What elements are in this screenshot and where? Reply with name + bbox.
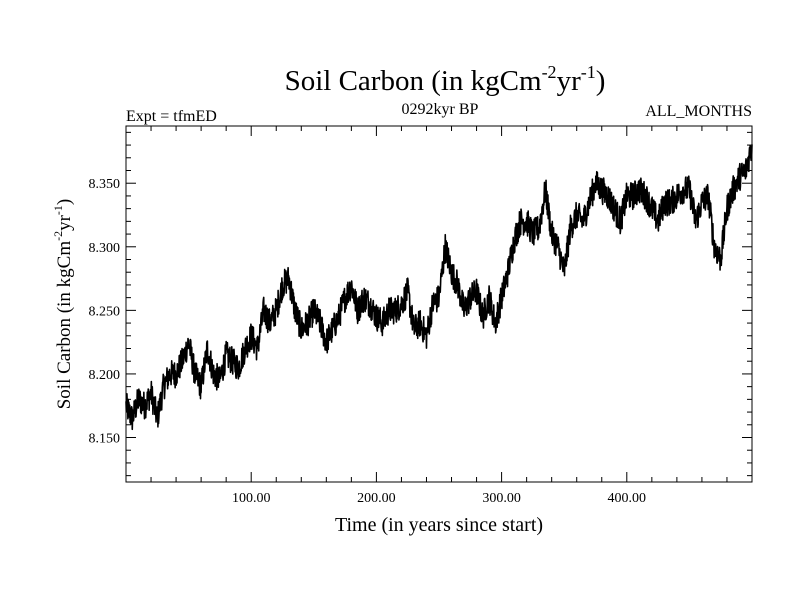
y-tick-label: 8.250 bbox=[89, 304, 121, 319]
x-tick-label: 200.00 bbox=[357, 491, 396, 506]
subtitle-right: ALL_MONTHS bbox=[645, 103, 752, 120]
y-tick-label: 8.300 bbox=[89, 241, 121, 256]
x-axis-label: Time (in years since start) bbox=[335, 514, 543, 536]
x-axis: 100.00 200.00 300.00 400.00 bbox=[150, 126, 728, 506]
chart-title: Soil Carbon (in kgCm-2yr-1) bbox=[285, 62, 606, 97]
subtitle-left: Expt = tfmED bbox=[126, 108, 217, 125]
y-tick-label: 8.150 bbox=[89, 432, 121, 447]
x-tick-label: 100.00 bbox=[232, 491, 271, 506]
x-tick-label: 400.00 bbox=[608, 491, 647, 506]
y-tick-label: 8.350 bbox=[89, 177, 121, 192]
plot-frame bbox=[125, 125, 753, 483]
y-tick-label: 8.200 bbox=[89, 368, 121, 383]
y-axis: 8.150 8.200 8.250 8.300 8.350 bbox=[89, 131, 752, 477]
y-axis-label: Soil Carbon (in kgCm-2yr-1) bbox=[51, 199, 75, 410]
series-layer bbox=[125, 144, 753, 431]
series-line-soil-carbon bbox=[125, 144, 753, 431]
x-tick-label: 300.00 bbox=[482, 491, 521, 506]
subtitle-center: 0292kyr BP bbox=[402, 101, 479, 118]
